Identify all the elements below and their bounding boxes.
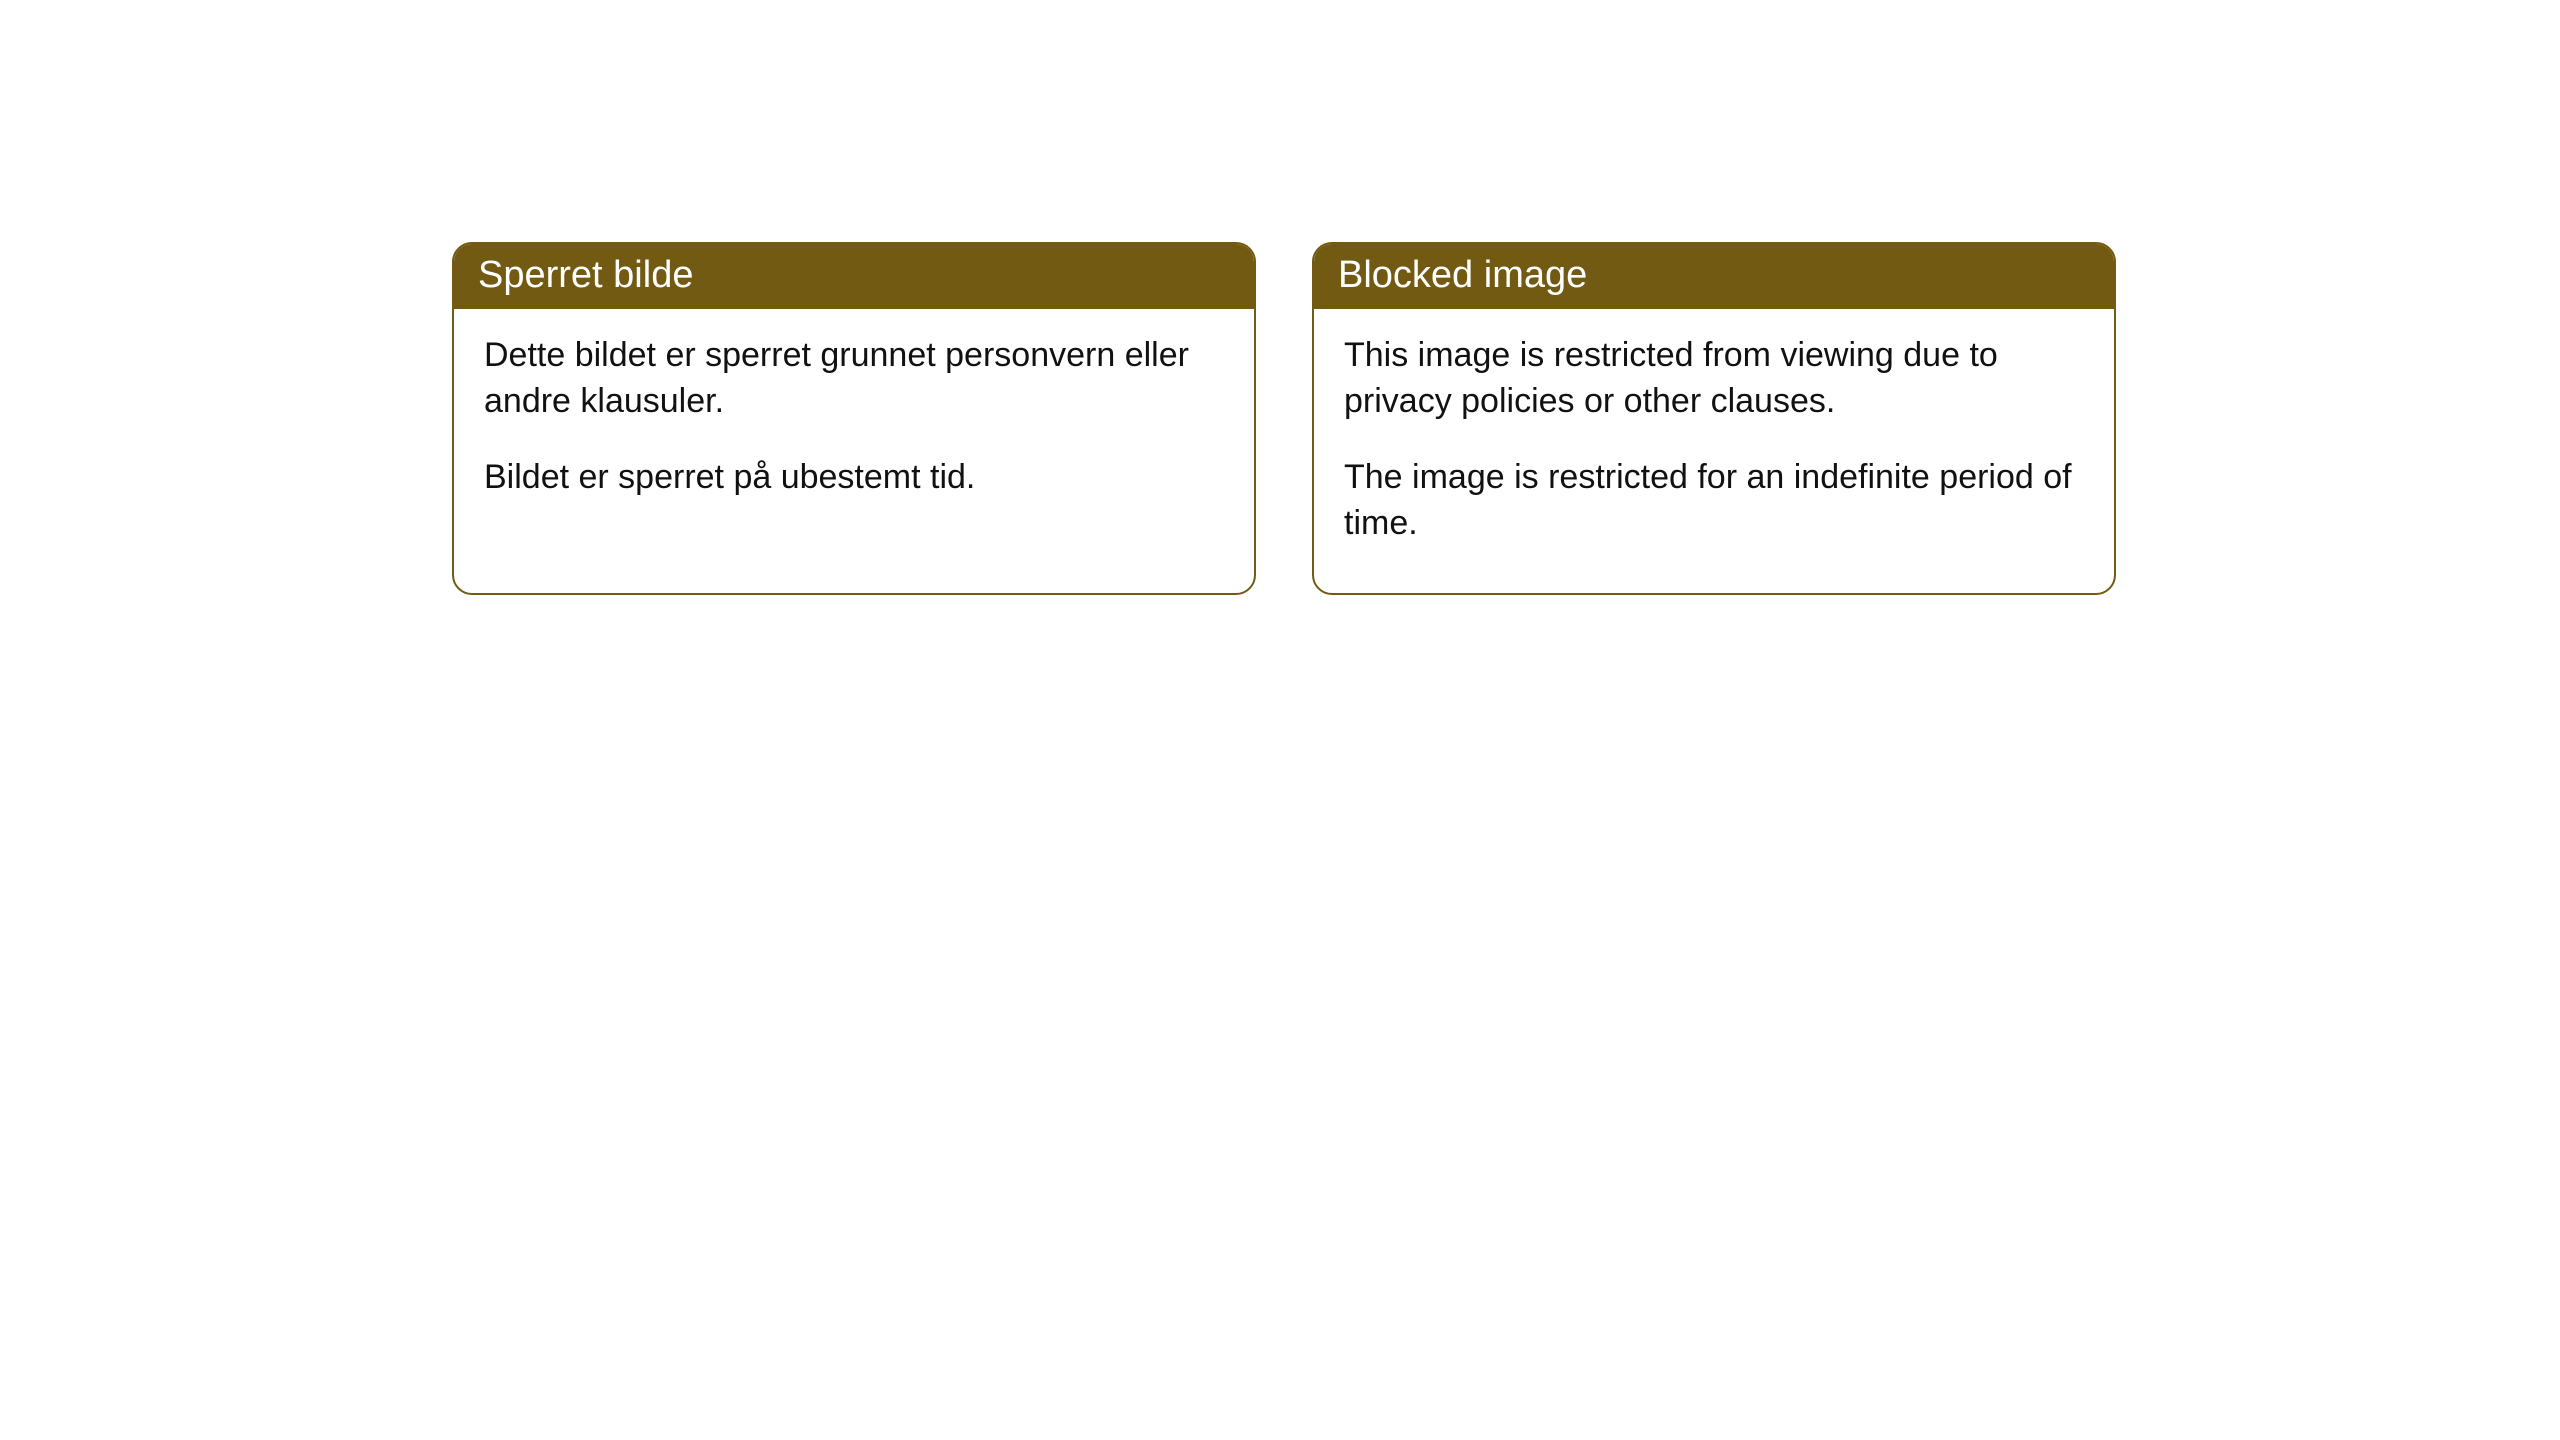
card-header: Blocked image (1314, 244, 2114, 309)
notice-card-norwegian: Sperret bilde Dette bildet er sperret gr… (452, 242, 1256, 595)
card-paragraph: Dette bildet er sperret grunnet personve… (484, 333, 1224, 425)
card-paragraph: This image is restricted from viewing du… (1344, 333, 2084, 425)
card-body: Dette bildet er sperret grunnet personve… (454, 309, 1254, 547)
card-header: Sperret bilde (454, 244, 1254, 309)
card-body: This image is restricted from viewing du… (1314, 309, 2114, 593)
card-title: Sperret bilde (478, 254, 693, 296)
notice-container: Sperret bilde Dette bildet er sperret gr… (452, 242, 2116, 595)
card-paragraph: The image is restricted for an indefinit… (1344, 455, 2084, 547)
card-paragraph: Bildet er sperret på ubestemt tid. (484, 455, 1224, 501)
card-title: Blocked image (1338, 254, 1587, 296)
notice-card-english: Blocked image This image is restricted f… (1312, 242, 2116, 595)
